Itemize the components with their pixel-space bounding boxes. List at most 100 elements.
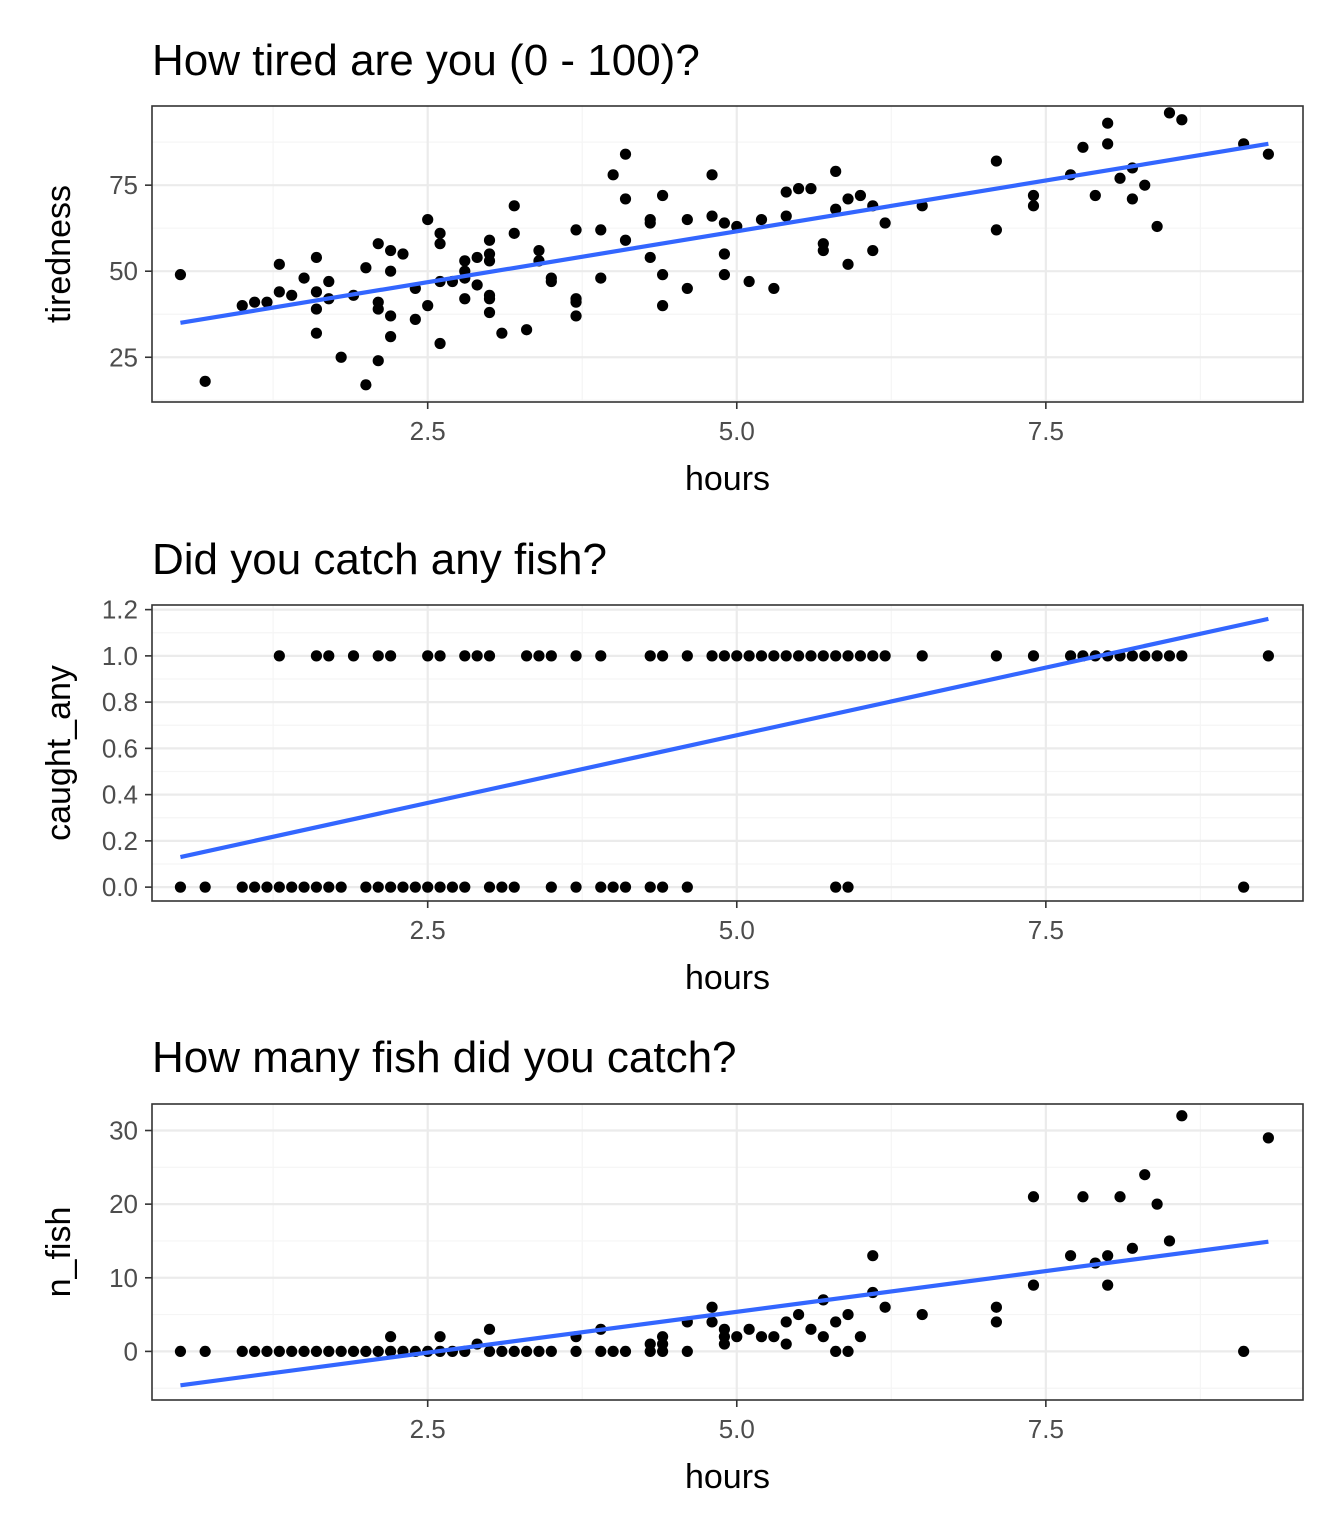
data-point <box>1027 1279 1040 1291</box>
data-point <box>1027 200 1040 212</box>
y-tick-label: 25 <box>109 342 138 372</box>
data-point <box>483 234 496 246</box>
data-point <box>298 881 310 893</box>
data-point <box>842 650 854 662</box>
data-point <box>830 165 842 177</box>
data-point <box>706 1316 718 1328</box>
data-point <box>780 186 792 198</box>
x-tick-label: 2.5 <box>410 416 446 446</box>
y-tick-label: 1.0 <box>102 641 138 671</box>
data-point <box>1139 179 1151 191</box>
y-tick-label: 0.0 <box>102 872 138 902</box>
data-point <box>780 1316 792 1328</box>
data-point <box>619 148 632 160</box>
data-point <box>570 310 582 322</box>
data-point <box>323 1345 335 1358</box>
data-point <box>595 1345 607 1358</box>
data-point <box>1064 1250 1077 1262</box>
data-point <box>706 1301 718 1313</box>
data-point <box>743 650 755 662</box>
data-point <box>619 881 632 893</box>
data-point <box>236 300 248 312</box>
data-point <box>545 881 557 893</box>
chart-panel-2: 2.5 5.0 7.5 0.0 0.2 0.4 0.6 0.8 1.0 1.2 Did you ca… <box>40 535 1304 997</box>
y-tick-label: 0.8 <box>102 687 138 717</box>
data-point <box>347 650 360 662</box>
data-point <box>310 650 323 662</box>
data-point <box>706 650 718 662</box>
y-tick-label: 10 <box>109 1263 138 1293</box>
data-point <box>830 650 842 662</box>
data-point <box>1176 650 1188 662</box>
data-point <box>1151 1198 1163 1210</box>
data-point <box>768 1331 780 1343</box>
data-point <box>459 293 471 305</box>
data-point <box>323 275 335 288</box>
data-point <box>1064 650 1077 662</box>
data-point <box>372 238 384 250</box>
data-point <box>990 1316 1002 1328</box>
data-point <box>768 650 780 662</box>
data-point <box>422 650 434 662</box>
data-point <box>249 296 261 308</box>
data-point <box>768 282 780 295</box>
data-point <box>273 258 285 270</box>
data-point <box>854 189 867 202</box>
data-point <box>1151 220 1163 233</box>
data-point <box>335 351 347 363</box>
data-point <box>533 650 545 662</box>
data-point <box>1077 1191 1089 1203</box>
data-point <box>681 282 693 295</box>
data-point <box>533 244 545 257</box>
data-point <box>916 1308 928 1321</box>
x-tick-label: 2.5 <box>410 915 446 945</box>
data-point <box>570 881 582 893</box>
x-axis-title: hours <box>685 460 770 498</box>
data-point <box>310 881 323 893</box>
data-point <box>656 1331 669 1343</box>
data-point <box>1163 650 1176 662</box>
data-point <box>422 300 434 312</box>
data-point <box>199 375 211 387</box>
data-point <box>656 881 669 893</box>
data-point <box>644 881 656 893</box>
data-point <box>718 1338 731 1350</box>
data-point <box>1176 114 1188 126</box>
data-point <box>644 650 656 662</box>
data-point <box>533 1345 545 1358</box>
data-point <box>174 881 187 893</box>
panel-border <box>151 604 1304 902</box>
data-point <box>335 1345 347 1358</box>
fit-line <box>179 616 1269 860</box>
data-point <box>1139 1169 1151 1181</box>
data-point <box>1126 650 1138 662</box>
data-point <box>792 1308 805 1321</box>
data-point <box>570 1345 582 1358</box>
data-point <box>867 244 879 257</box>
x-tick-label: 5.0 <box>719 416 755 446</box>
data-point <box>1027 650 1040 662</box>
data-point <box>434 337 446 350</box>
data-point <box>323 881 335 893</box>
chart-panel-1: 2.5 5.0 7.5 25 50 75 How tired are you (0 - 10… <box>40 36 1304 498</box>
data-point <box>1238 1345 1250 1358</box>
y-tick-label: 0.6 <box>102 733 138 763</box>
data-point <box>842 881 854 893</box>
data-point <box>879 1301 891 1313</box>
chart-panel-3: 2.5 5.0 7.5 0 10 20 30 How many fish did you ca… <box>40 1033 1304 1496</box>
y-tick-label: 50 <box>109 256 138 286</box>
data-point <box>990 1301 1002 1313</box>
data-point <box>236 881 248 893</box>
data-point <box>434 650 446 662</box>
data-point <box>199 1345 211 1358</box>
data-point <box>1126 1242 1138 1254</box>
y-tick-label: 30 <box>109 1116 138 1146</box>
data-point <box>1176 1110 1188 1122</box>
data-point <box>409 881 421 893</box>
y-axis-title: tiredness <box>40 185 78 323</box>
data-point <box>1102 1250 1114 1262</box>
x-axis-title: hours <box>685 959 770 997</box>
data-point <box>174 269 187 281</box>
data-point <box>459 881 471 893</box>
